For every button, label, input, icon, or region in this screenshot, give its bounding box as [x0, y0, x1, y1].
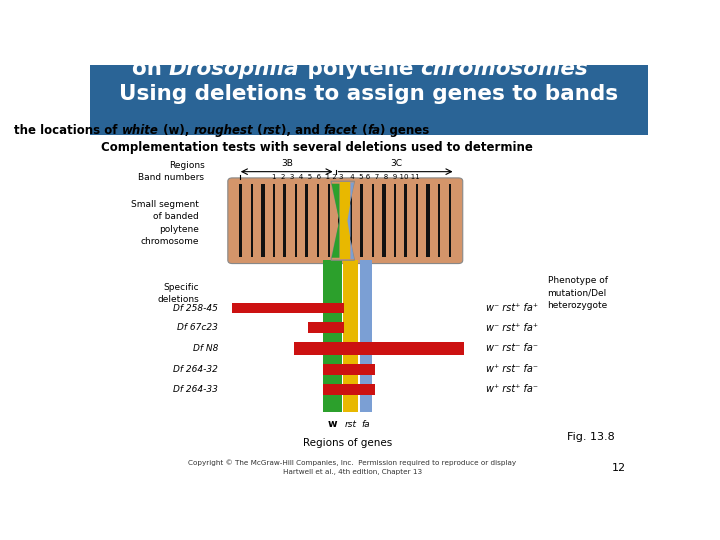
- Text: w⁻ rst⁻ fa⁻: w⁻ rst⁻ fa⁻: [486, 343, 538, 353]
- Text: Complementation tests with several deletions used to determine: Complementation tests with several delet…: [101, 141, 533, 154]
- Text: w⁻ rst⁺ fa⁺: w⁻ rst⁺ fa⁺: [486, 322, 538, 333]
- Bar: [361, 184, 363, 258]
- Text: chromosomes: chromosomes: [420, 58, 588, 79]
- Bar: [328, 184, 330, 258]
- Text: Regions of genes: Regions of genes: [303, 438, 392, 448]
- Bar: [426, 184, 430, 258]
- Text: Drosophila: Drosophila: [169, 58, 300, 79]
- Text: Df 67c23: Df 67c23: [177, 323, 218, 332]
- Text: (: (: [253, 124, 263, 137]
- Text: Df N8: Df N8: [193, 344, 218, 353]
- FancyBboxPatch shape: [228, 178, 463, 264]
- Text: w⁻ rst⁺ fa⁺: w⁻ rst⁺ fa⁺: [486, 303, 538, 313]
- Text: Df 264-33: Df 264-33: [174, 384, 218, 394]
- Text: facet: facet: [324, 124, 358, 137]
- Text: polytene: polytene: [300, 58, 420, 79]
- Bar: [350, 184, 351, 258]
- Bar: [323, 260, 342, 412]
- Polygon shape: [347, 183, 354, 259]
- Text: Band numbers: Band numbers: [138, 173, 204, 181]
- Text: Regions: Regions: [168, 161, 204, 170]
- Text: rst: rst: [345, 420, 357, 429]
- Bar: [294, 342, 464, 355]
- Text: roughest: roughest: [194, 124, 253, 137]
- Text: 3B: 3B: [281, 159, 293, 168]
- Text: w⁺ rst⁻ fa⁻: w⁺ rst⁻ fa⁻: [486, 364, 538, 374]
- Text: 12: 12: [611, 463, 626, 473]
- Text: Df 258-45: Df 258-45: [174, 303, 218, 313]
- Text: w: w: [328, 419, 337, 429]
- Text: Fig. 13.8: Fig. 13.8: [567, 432, 615, 442]
- Text: ) genes: ) genes: [380, 124, 429, 137]
- Bar: [261, 184, 265, 258]
- Text: 3C: 3C: [390, 159, 402, 168]
- Text: Using deletions to assign genes to bands: Using deletions to assign genes to bands: [120, 84, 618, 104]
- Bar: [233, 302, 344, 313]
- Text: rst: rst: [263, 124, 281, 137]
- Bar: [343, 260, 359, 412]
- Text: ), and: ), and: [281, 124, 324, 137]
- Bar: [382, 184, 386, 258]
- Bar: [449, 184, 451, 258]
- Bar: [394, 184, 396, 258]
- Text: 1  2  3  4  5  6  1 2 3   4  5 6  7  8  9 10 11: 1 2 3 4 5 6 1 2 3 4 5 6 7 8 9 10 11: [271, 174, 420, 180]
- Text: Specific
deletions: Specific deletions: [157, 283, 199, 304]
- Text: w⁺ rst⁺ fa⁻: w⁺ rst⁺ fa⁻: [486, 384, 538, 394]
- Bar: [438, 184, 440, 258]
- Text: (: (: [358, 124, 367, 137]
- Text: Df 264-32: Df 264-32: [174, 364, 218, 374]
- Bar: [239, 184, 242, 258]
- Bar: [338, 184, 341, 258]
- Bar: [305, 184, 308, 258]
- Bar: [359, 260, 372, 412]
- Bar: [323, 384, 374, 395]
- Text: on: on: [132, 58, 169, 79]
- Bar: [295, 184, 297, 258]
- Bar: [273, 184, 274, 258]
- Text: the locations of: the locations of: [14, 124, 122, 137]
- Text: fa: fa: [361, 420, 370, 429]
- Text: white: white: [122, 124, 159, 137]
- Text: Hartwell et al., 4th edition, Chapter 13: Hartwell et al., 4th edition, Chapter 13: [283, 469, 422, 475]
- Bar: [283, 184, 287, 258]
- Text: (w),: (w),: [159, 124, 194, 137]
- Text: Copyright © The McGraw-Hill Companies, Inc.  Permission required to reproduce or: Copyright © The McGraw-Hill Companies, I…: [188, 460, 516, 467]
- Polygon shape: [340, 183, 350, 259]
- Bar: [307, 322, 344, 333]
- Bar: [317, 184, 319, 258]
- Bar: [405, 184, 408, 258]
- Bar: [372, 184, 374, 258]
- Polygon shape: [331, 181, 354, 260]
- Bar: [251, 184, 253, 258]
- Text: fa: fa: [367, 124, 380, 137]
- Polygon shape: [332, 184, 339, 258]
- Text: Phenotype of
mutation/Del
heterozygote: Phenotype of mutation/Del heterozygote: [547, 276, 608, 310]
- Text: Small segment
of banded
polytene
chromosome: Small segment of banded polytene chromos…: [131, 200, 199, 246]
- FancyBboxPatch shape: [90, 65, 648, 136]
- Bar: [323, 364, 374, 375]
- Bar: [415, 184, 418, 258]
